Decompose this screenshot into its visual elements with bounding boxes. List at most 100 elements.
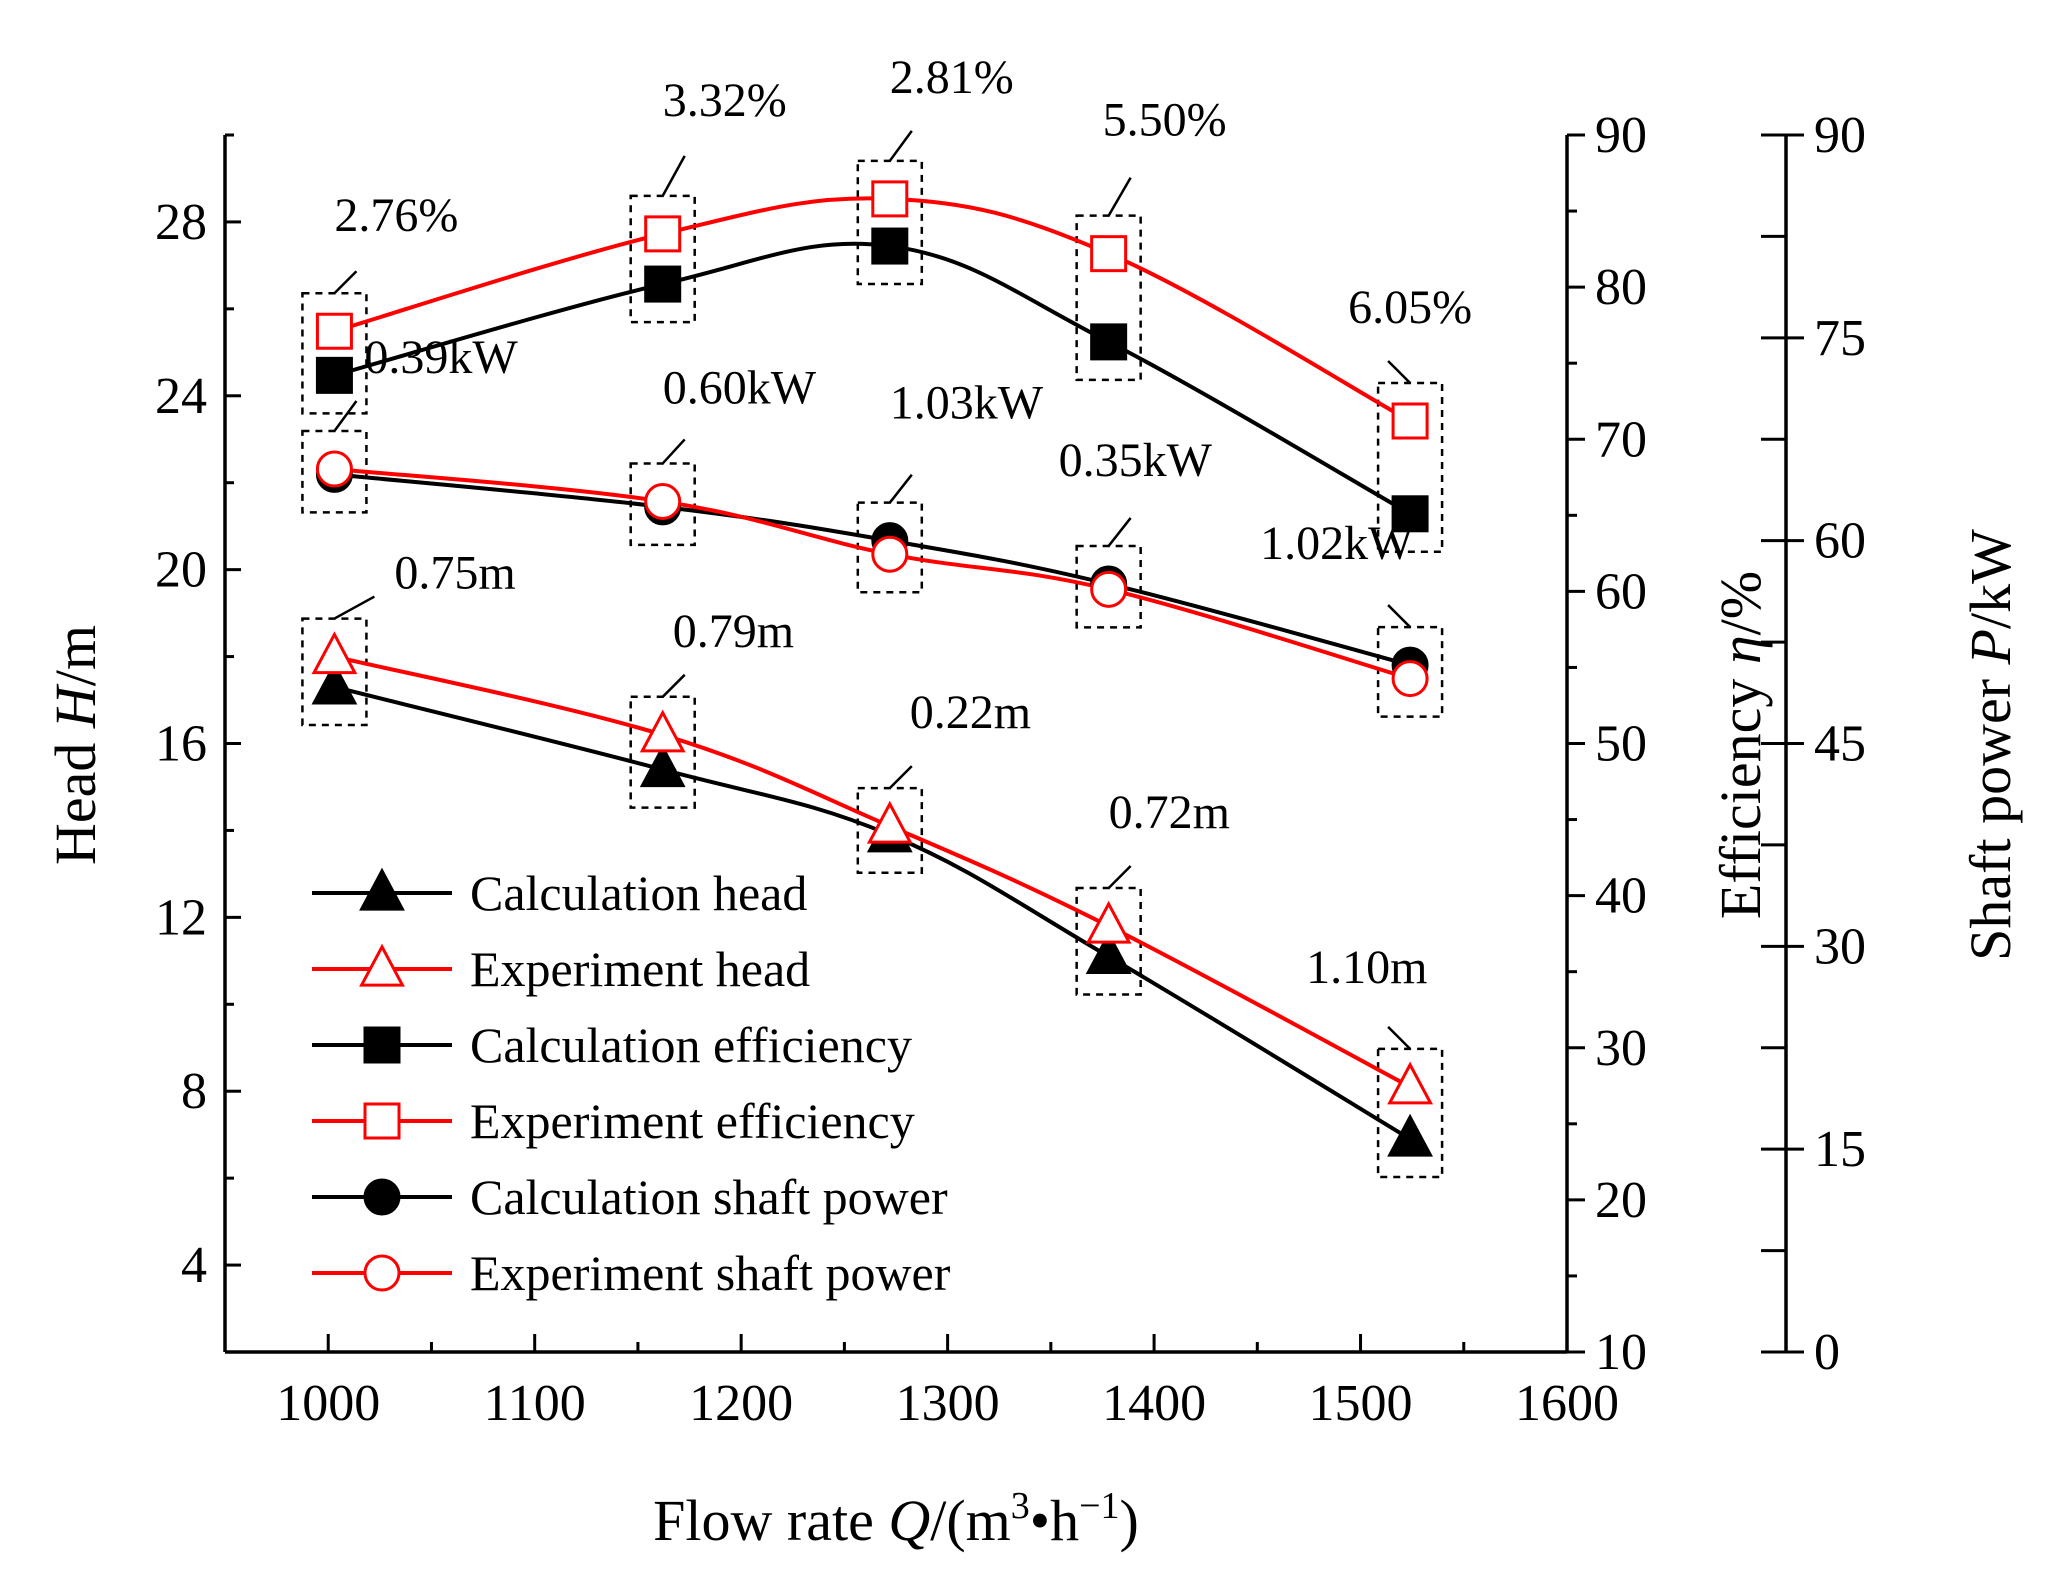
- experiment-shaft-power-point: [644, 482, 682, 520]
- experiment-shaft-power-point: [871, 535, 909, 573]
- legend-label: Calculation efficiency: [470, 1017, 912, 1073]
- series-group: [311, 180, 1433, 1157]
- x-tick-label: 1200: [689, 1375, 793, 1432]
- axis-titles: Head H/m Efficiency η/% Shaft power P/kW Fl…: [43, 529, 2023, 1553]
- head-leader-line: [888, 765, 913, 789]
- power-tick-label: 60: [1814, 513, 1866, 570]
- efficiency-difference-label: 3.32%: [663, 74, 787, 127]
- experiment-efficiency-point: [644, 215, 682, 253]
- efficiency-tick-label: 20: [1595, 1172, 1647, 1229]
- efficiency-leader-line: [1387, 360, 1411, 384]
- x-axis-title: Flow rate Q/(m3•h−1): [653, 1485, 1139, 1553]
- power-difference-label: 0.60kW: [663, 361, 817, 414]
- power-difference-label: 1.02kW: [1260, 517, 1414, 570]
- head-leader-line: [1387, 1025, 1411, 1050]
- power-leader-line: [333, 400, 358, 432]
- head-difference-label: 0.72m: [1109, 786, 1230, 839]
- legend-label: Calculation shaft power: [470, 1169, 948, 1225]
- experiment-efficiency-point: [1090, 235, 1128, 273]
- legend-label: Experiment shaft power: [470, 1245, 951, 1301]
- power-tick-label: 75: [1814, 310, 1866, 367]
- efficiency-annotation-box: [629, 194, 696, 324]
- head-difference-label: 0.75m: [394, 547, 515, 600]
- x-tick-label: 1100: [484, 1375, 586, 1432]
- power-tick-label: 0: [1814, 1324, 1840, 1381]
- x-tick-label: 1600: [1515, 1375, 1619, 1432]
- calculation-efficiency-point: [1090, 323, 1128, 361]
- legend-item: Calculation shaft power: [312, 1169, 948, 1225]
- legend-item: Experiment head: [312, 941, 810, 997]
- legend-marker: [359, 867, 405, 911]
- power-tick-label: 30: [1814, 918, 1866, 975]
- head-tick-label: 20: [155, 542, 207, 599]
- legend-marker: [363, 1026, 401, 1064]
- efficiency-leader-line: [333, 270, 358, 295]
- experiment-head-point: [1387, 1061, 1433, 1105]
- power-leader-line: [888, 473, 913, 504]
- power-leader-line: [661, 438, 686, 465]
- efficiency-tick-label: 50: [1595, 716, 1647, 773]
- experiment-shaft-power-point: [315, 450, 353, 488]
- calculation-efficiency-point: [644, 265, 682, 303]
- experiment-head-point: [311, 631, 358, 675]
- power-axis-title: Shaft power P/kW: [1958, 529, 2023, 961]
- experiment-efficiency-point: [1391, 402, 1429, 440]
- head-axis-title: Head H/m: [43, 625, 108, 865]
- calculation-head-point: [311, 661, 358, 705]
- efficiency-annotation-box: [856, 159, 924, 286]
- efficiency-tick-label: 90: [1595, 107, 1647, 164]
- power-tick-label: 90: [1814, 107, 1866, 164]
- efficiency-tick-label: 40: [1595, 868, 1647, 925]
- calculation-efficiency-point: [871, 227, 909, 265]
- experiment-head-point: [639, 709, 686, 753]
- efficiency-tick-label: 10: [1595, 1324, 1647, 1381]
- efficiency-difference-label: 2.81%: [890, 51, 1014, 104]
- experiment-efficiency-point: [315, 312, 353, 350]
- x-tick-label: 1000: [276, 1375, 380, 1432]
- efficiency-tick-label: 60: [1595, 563, 1647, 620]
- head-tick-label: 24: [155, 368, 207, 425]
- head-tick-label: 12: [155, 889, 207, 946]
- experiment-head-point: [866, 800, 913, 844]
- legend-item: Calculation head: [312, 865, 807, 921]
- efficiency-annotation-box: [301, 291, 368, 415]
- power-difference-label: 0.39kW: [364, 331, 518, 384]
- head-difference-label: 0.79m: [673, 605, 794, 658]
- head-tick-label: 28: [155, 194, 207, 251]
- efficiency-axis-title: Efficiency η/%: [1708, 571, 1773, 919]
- annotations: 2.76% 3.32% 2.81% 5.50% 6.05% 0.39kW 0.60kW 1.0…: [333, 51, 1472, 1050]
- experiment-shaft-power-point: [1391, 660, 1429, 698]
- experiment-shaft-power-point: [1090, 570, 1128, 608]
- experiment-efficiency-point: [871, 180, 909, 218]
- axes: 4 8 12 16 20 24 28 10 20 30 40 50 60 70 80 90 0 15 30 45 60 7…: [155, 107, 1866, 1432]
- efficiency-difference-label: 5.50%: [1103, 94, 1227, 147]
- calculation-head-point: [1085, 931, 1132, 975]
- calculation-efficiency-point: [1391, 495, 1429, 533]
- legend-item: Experiment shaft power: [312, 1245, 951, 1301]
- power-tick-label: 45: [1814, 716, 1866, 773]
- efficiency-difference-label: 2.76%: [334, 189, 458, 242]
- power-difference-label: 1.03kW: [890, 377, 1044, 430]
- experiment-head-point: [1085, 900, 1132, 944]
- efficiency-tick-label: 80: [1595, 259, 1647, 316]
- efficiency-leader-line: [661, 155, 686, 197]
- legend: Calculation head Experiment head Calculati…: [312, 865, 951, 1301]
- x-tick-label: 1300: [896, 1375, 1000, 1432]
- x-tick-label: 1400: [1102, 1375, 1206, 1432]
- head-tick-label: 16: [155, 716, 207, 773]
- head-leader-line: [661, 673, 686, 698]
- efficiency-difference-label: 6.05%: [1348, 281, 1472, 334]
- efficiency-tick-label: 30: [1595, 1020, 1647, 1077]
- calculation-head-point: [1387, 1113, 1433, 1157]
- efficiency-leader-line: [888, 130, 913, 162]
- head-tick-label: 4: [181, 1237, 207, 1294]
- legend-marker: [363, 1178, 401, 1216]
- power-leader-line: [1387, 604, 1411, 628]
- efficiency-tick-label: 70: [1595, 411, 1647, 468]
- head-leader-line: [333, 595, 376, 620]
- calculation-head-point: [639, 744, 686, 788]
- x-tick-label: 1500: [1309, 1375, 1413, 1432]
- legend-label: Calculation head: [470, 865, 807, 921]
- legend-item: Calculation efficiency: [312, 1017, 912, 1073]
